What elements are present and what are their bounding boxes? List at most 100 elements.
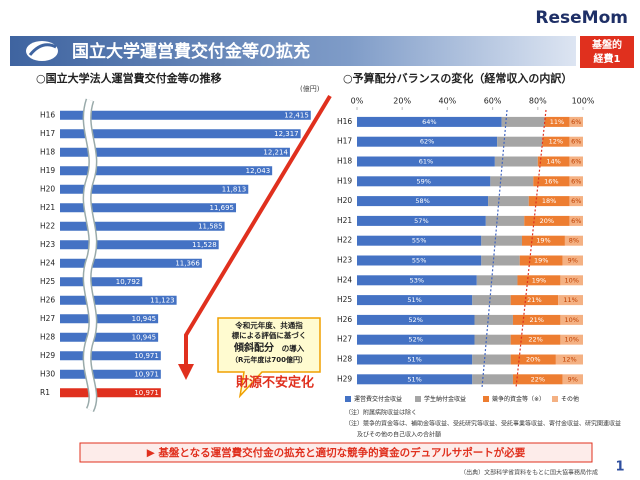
data-label: 6%: [571, 138, 581, 146]
data-label: 19%: [534, 257, 548, 265]
legend-label: 学生納付金収益: [424, 395, 466, 403]
data-label: 10,971: [134, 389, 159, 397]
data-label: 11,585: [198, 222, 223, 230]
bar-segment: [569, 215, 583, 226]
bar-segment: [555, 354, 583, 365]
page-number: 1: [615, 460, 624, 475]
note: （注）附属病院収益は除く: [345, 409, 417, 417]
y-tick-label: H23: [40, 240, 55, 249]
data-label: 10%: [564, 316, 578, 324]
data-label: 12,317: [274, 130, 299, 138]
bar-segment: [512, 374, 563, 385]
bar-segment: [560, 314, 583, 325]
y-tick-label: H22: [40, 221, 55, 230]
data-label: 11,366: [175, 259, 200, 267]
data-label: 9%: [568, 375, 578, 383]
data-label: 6%: [571, 217, 581, 225]
bar-segment: [521, 235, 565, 246]
note: 及びその他の自己収入の合計額: [357, 431, 441, 439]
data-label: 11,528: [192, 241, 217, 249]
bar: [60, 332, 159, 342]
data-label: 11%: [563, 296, 577, 304]
data-label: 22%: [531, 375, 545, 383]
badge-line: 基盤的: [591, 38, 622, 51]
bar-segment: [357, 196, 489, 207]
unit: (億円): [300, 84, 320, 93]
y-tick-label: H25: [40, 277, 55, 286]
bar-segment: [357, 354, 473, 365]
legend-swatch: [483, 396, 489, 402]
legend-swatch: [552, 396, 558, 402]
bar-segment: [357, 215, 486, 226]
y-tick-label: H16: [40, 110, 55, 119]
callout-text: の導入: [282, 343, 305, 353]
data-label: 6%: [571, 158, 581, 166]
legend-label: 運営費交付金収益: [354, 395, 402, 403]
data-label: 12%: [549, 138, 563, 146]
bar-segment: [476, 275, 518, 286]
bar-segment: [494, 156, 538, 167]
badge: [580, 36, 634, 68]
data-label: 51%: [407, 375, 421, 383]
bar-segment: [357, 334, 475, 345]
y-tick-label: H21: [40, 203, 55, 212]
data-label: 6%: [571, 197, 581, 205]
data-label: 52%: [409, 316, 423, 324]
bar-segment: [510, 334, 561, 345]
legend-swatch: [345, 396, 351, 402]
data-label: 51%: [407, 356, 421, 364]
data-label: 10,971: [134, 370, 159, 378]
bar-segment: [481, 255, 520, 266]
data-label: 12,415: [284, 111, 309, 119]
bar-segment: [517, 275, 561, 286]
callout-text: 令和元年度、共通指: [234, 320, 303, 330]
y-tick-label: H24: [337, 275, 352, 284]
y-tick-label: H26: [337, 315, 352, 324]
data-label: 64%: [422, 118, 436, 126]
left-chart-title: ○国立大学法人運営費交付金等の推移: [36, 71, 222, 85]
bar: [60, 221, 225, 231]
x-tick-label: 0%: [351, 97, 364, 106]
bar-segment: [569, 196, 583, 207]
message: ▶ 基盤となる運営費交付金の拡充と適切な競争的資金のデュアルサポートが必要: [147, 446, 526, 459]
note: （注）競争的資金等は、補助金等収益、受託研究等収益、受託事業等収益、寄付金収益、…: [345, 420, 621, 428]
data-label: 11,813: [222, 185, 247, 193]
data-label: 6%: [571, 177, 581, 185]
right-chart: 0% 20% 40% 60% 80% 100% H16 64% 11% 6% H17 62% 12% 6%…: [337, 97, 621, 439]
y-tick-label: H19: [337, 176, 352, 185]
y-tick-label: H17: [40, 129, 55, 138]
data-label: 52%: [409, 336, 423, 344]
bar: [60, 166, 273, 176]
y-tick-label: H29: [40, 351, 55, 360]
data-label: 10%: [564, 336, 578, 344]
bar-segment: [564, 235, 583, 246]
bar-segment: [357, 176, 491, 187]
y-tick-label: H28: [40, 332, 55, 341]
y-tick-label: H18: [337, 157, 352, 166]
data-label: 10,971: [134, 352, 159, 360]
bar-segment: [357, 116, 502, 127]
data-label: 61%: [419, 158, 433, 166]
bar: [60, 277, 143, 287]
y-tick-label: H27: [40, 314, 55, 323]
bar: [60, 203, 237, 213]
data-label: 10%: [564, 276, 578, 284]
bar-segment: [357, 275, 477, 286]
data-label: 21%: [529, 316, 543, 324]
bar-segment: [357, 314, 475, 325]
y-tick-label: H25: [337, 295, 352, 304]
data-label: 10,945: [132, 333, 157, 341]
bar: [60, 388, 161, 398]
y-tick-label: H23: [337, 256, 352, 265]
legend-swatch: [415, 396, 421, 402]
x-tick-label: 20%: [393, 97, 411, 106]
data-label: 10,792: [116, 278, 141, 286]
data-label: 9%: [568, 257, 578, 265]
arrow-head: [178, 364, 194, 380]
axis-break: [84, 99, 96, 412]
data-label: 21%: [527, 296, 541, 304]
bar-segment: [510, 354, 556, 365]
data-label: 11,123: [150, 296, 175, 304]
y-tick-label: H28: [337, 355, 352, 364]
bar: [60, 258, 202, 268]
